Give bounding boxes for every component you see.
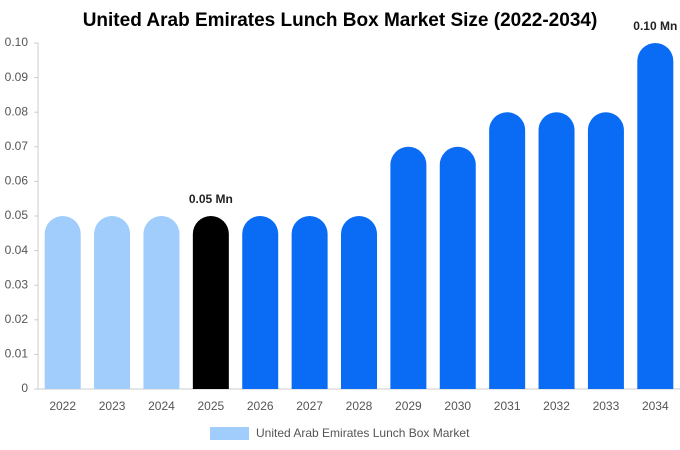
bar: [291, 216, 328, 389]
value-label: 0.05 Mn: [189, 192, 233, 206]
y-tick-label: 0.07: [5, 139, 29, 153]
x-tick-label: 2025: [197, 399, 224, 413]
x-tick-label: 2026: [247, 399, 274, 413]
bar: [242, 216, 279, 389]
bar: [94, 216, 131, 389]
chart-title: United Arab Emirates Lunch Box Market Si…: [83, 10, 598, 31]
value-label: 0.10 Mn: [633, 19, 677, 33]
legend-label: United Arab Emirates Lunch Box Market: [256, 426, 470, 440]
bar: [44, 216, 81, 389]
x-tick-label: 2028: [346, 399, 373, 413]
y-tick-label: 0.09: [5, 70, 29, 84]
y-tick-label: 0: [21, 381, 28, 395]
x-tick-label: 2029: [395, 399, 422, 413]
bar: [390, 146, 427, 389]
y-tick-label: 0.02: [5, 312, 29, 326]
x-tick-label: 2027: [296, 399, 323, 413]
x-tick-label: 2033: [593, 399, 620, 413]
y-tick-label: 0.08: [5, 104, 29, 118]
bar: [637, 43, 674, 389]
bar: [192, 216, 229, 389]
bar: [143, 216, 180, 389]
x-tick-label: 2022: [49, 399, 76, 413]
bar: [439, 146, 476, 389]
x-tick-label: 2031: [494, 399, 521, 413]
bar: [341, 216, 377, 389]
legend-swatch: [210, 427, 249, 440]
x-tick-label: 2030: [444, 399, 471, 413]
y-tick-label: 0.05: [5, 208, 29, 222]
bar: [538, 112, 575, 389]
y-tick-label: 0.01: [5, 347, 29, 361]
x-tick-label: 2024: [148, 399, 175, 413]
x-tick-label: 2023: [99, 399, 126, 413]
y-tick-label: 0.04: [5, 243, 29, 257]
bar: [587, 112, 624, 389]
y-tick-label: 0.10: [5, 35, 29, 49]
x-tick-label: 2034: [642, 399, 669, 413]
y-tick-label: 0.03: [5, 277, 29, 291]
y-tick-label: 0.06: [5, 174, 29, 188]
x-tick-label: 2032: [543, 399, 570, 413]
bar: [489, 112, 526, 389]
